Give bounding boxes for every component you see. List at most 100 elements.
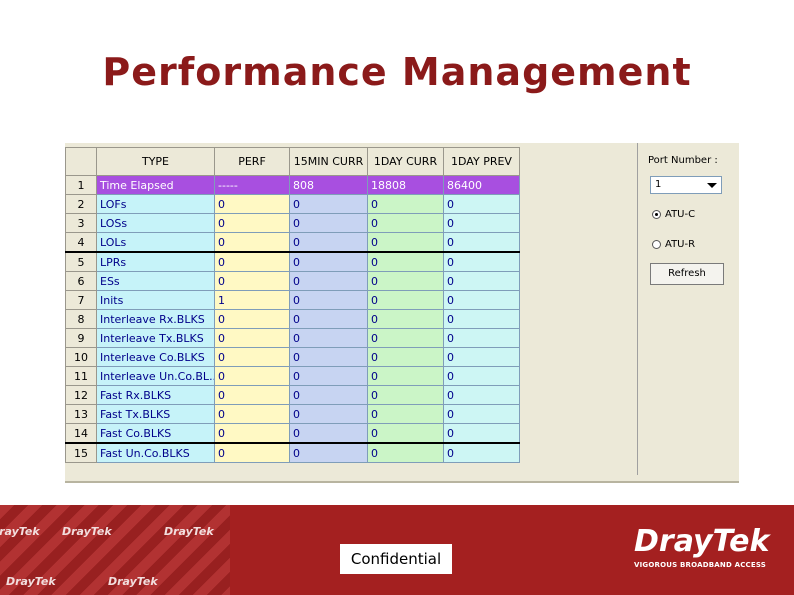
- day-curr-cell[interactable]: 0: [367, 347, 444, 367]
- day-curr-cell[interactable]: 0: [367, 385, 444, 405]
- refresh-button[interactable]: Refresh: [650, 263, 724, 285]
- day-prev-cell[interactable]: 0: [443, 404, 520, 424]
- row-number-cell[interactable]: 9: [65, 328, 97, 348]
- day-curr-cell[interactable]: 0: [367, 366, 444, 386]
- table-row[interactable]: 5 LPRs 0 0 0 0: [65, 251, 520, 272]
- row-number-cell[interactable]: 11: [65, 366, 97, 386]
- perf-cell[interactable]: 0: [214, 251, 290, 272]
- row-number-cell[interactable]: 5: [65, 251, 97, 272]
- perf-cell[interactable]: 0: [214, 232, 290, 253]
- row-number-cell[interactable]: 1: [65, 175, 97, 195]
- day-prev-cell[interactable]: 0: [443, 251, 520, 272]
- day-prev-cell[interactable]: 0: [443, 328, 520, 348]
- header-perf[interactable]: PERF: [214, 147, 290, 176]
- table-row[interactable]: 8 Interleave Rx.BLKS 0 0 0 0: [65, 309, 520, 329]
- perf-cell[interactable]: 0: [214, 194, 290, 214]
- row-number-cell[interactable]: 14: [65, 423, 97, 444]
- row-number-cell[interactable]: 13: [65, 404, 97, 424]
- header-1day-curr[interactable]: 1DAY CURR: [367, 147, 444, 176]
- table-row[interactable]: 14 Fast Co.BLKS 0 0 0 0: [65, 423, 520, 444]
- perf-cell[interactable]: 0: [214, 328, 290, 348]
- day-curr-cell[interactable]: 0: [367, 309, 444, 329]
- min15-curr-cell[interactable]: 0: [289, 385, 368, 405]
- table-row[interactable]: 1 Time Elapsed ----- 808 18808 86400: [65, 175, 520, 195]
- table-row[interactable]: 7 Inits 1 0 0 0: [65, 290, 520, 310]
- perf-cell[interactable]: 0: [214, 385, 290, 405]
- day-prev-cell[interactable]: 0: [443, 366, 520, 386]
- type-cell[interactable]: LOLs: [96, 232, 215, 253]
- type-cell[interactable]: Interleave Co.BLKS: [96, 347, 215, 367]
- row-number-cell[interactable]: 10: [65, 347, 97, 367]
- day-curr-cell[interactable]: 0: [367, 442, 444, 463]
- day-curr-cell[interactable]: 18808: [367, 175, 444, 195]
- perf-cell[interactable]: 0: [214, 404, 290, 424]
- day-prev-cell[interactable]: 0: [443, 290, 520, 310]
- type-cell[interactable]: Fast Co.BLKS: [96, 423, 215, 444]
- day-curr-cell[interactable]: 0: [367, 213, 444, 233]
- day-prev-cell[interactable]: 0: [443, 232, 520, 253]
- port-number-select[interactable]: 1: [650, 176, 722, 194]
- dropdown-arrow-icon[interactable]: [707, 183, 717, 188]
- min15-curr-cell[interactable]: 0: [289, 290, 368, 310]
- row-number-cell[interactable]: 12: [65, 385, 97, 405]
- day-curr-cell[interactable]: 0: [367, 232, 444, 253]
- row-number-cell[interactable]: 3: [65, 213, 97, 233]
- min15-curr-cell[interactable]: 808: [289, 175, 368, 195]
- row-number-cell[interactable]: 15: [65, 442, 97, 463]
- day-prev-cell[interactable]: 0: [443, 347, 520, 367]
- min15-curr-cell[interactable]: 0: [289, 366, 368, 386]
- day-prev-cell[interactable]: 86400: [443, 175, 520, 195]
- table-row[interactable]: 2 LOFs 0 0 0 0: [65, 194, 520, 214]
- header-15min-curr[interactable]: 15MIN CURR: [289, 147, 368, 176]
- type-cell[interactable]: Fast Tx.BLKS: [96, 404, 215, 424]
- min15-curr-cell[interactable]: 0: [289, 328, 368, 348]
- type-cell[interactable]: LPRs: [96, 251, 215, 272]
- perf-cell[interactable]: 0: [214, 347, 290, 367]
- radio-selected-icon[interactable]: [652, 210, 661, 219]
- perf-cell[interactable]: 0: [214, 442, 290, 463]
- type-cell[interactable]: Time Elapsed: [96, 175, 215, 195]
- type-cell[interactable]: LOSs: [96, 213, 215, 233]
- perf-cell[interactable]: -----: [214, 175, 290, 195]
- type-cell[interactable]: ESs: [96, 271, 215, 291]
- min15-curr-cell[interactable]: 0: [289, 271, 368, 291]
- table-row[interactable]: 11 Interleave Un.Co.BL... 0 0 0 0: [65, 366, 520, 386]
- day-prev-cell[interactable]: 0: [443, 423, 520, 444]
- type-cell[interactable]: Fast Un.Co.BLKS: [96, 442, 215, 463]
- min15-curr-cell[interactable]: 0: [289, 404, 368, 424]
- perf-cell[interactable]: 0: [214, 309, 290, 329]
- perf-cell[interactable]: 0: [214, 423, 290, 444]
- perf-cell[interactable]: 0: [214, 271, 290, 291]
- row-number-cell[interactable]: 4: [65, 232, 97, 253]
- min15-curr-cell[interactable]: 0: [289, 194, 368, 214]
- day-prev-cell[interactable]: 0: [443, 194, 520, 214]
- type-cell[interactable]: Interleave Un.Co.BL...: [96, 366, 215, 386]
- day-curr-cell[interactable]: 0: [367, 194, 444, 214]
- day-curr-cell[interactable]: 0: [367, 251, 444, 272]
- day-curr-cell[interactable]: 0: [367, 404, 444, 424]
- table-row[interactable]: 13 Fast Tx.BLKS 0 0 0 0: [65, 404, 520, 424]
- type-cell[interactable]: Inits: [96, 290, 215, 310]
- perf-cell[interactable]: 1: [214, 290, 290, 310]
- day-curr-cell[interactable]: 0: [367, 290, 444, 310]
- min15-curr-cell[interactable]: 0: [289, 309, 368, 329]
- day-curr-cell[interactable]: 0: [367, 423, 444, 444]
- type-cell[interactable]: Interleave Rx.BLKS: [96, 309, 215, 329]
- day-prev-cell[interactable]: 0: [443, 442, 520, 463]
- table-row[interactable]: 4 LOLs 0 0 0 0: [65, 232, 520, 253]
- table-row[interactable]: 10 Interleave Co.BLKS 0 0 0 0: [65, 347, 520, 367]
- radio-atu-c[interactable]: ATU-C: [652, 209, 695, 220]
- min15-curr-cell[interactable]: 0: [289, 232, 368, 253]
- day-curr-cell[interactable]: 0: [367, 271, 444, 291]
- header-type[interactable]: TYPE: [96, 147, 215, 176]
- row-number-cell[interactable]: 7: [65, 290, 97, 310]
- table-row[interactable]: 3 LOSs 0 0 0 0: [65, 213, 520, 233]
- header-1day-prev[interactable]: 1DAY PREV: [443, 147, 520, 176]
- type-cell[interactable]: LOFs: [96, 194, 215, 214]
- day-prev-cell[interactable]: 0: [443, 271, 520, 291]
- min15-curr-cell[interactable]: 0: [289, 442, 368, 463]
- perf-cell[interactable]: 0: [214, 366, 290, 386]
- type-cell[interactable]: Interleave Tx.BLKS: [96, 328, 215, 348]
- table-row[interactable]: 12 Fast Rx.BLKS 0 0 0 0: [65, 385, 520, 405]
- day-prev-cell[interactable]: 0: [443, 309, 520, 329]
